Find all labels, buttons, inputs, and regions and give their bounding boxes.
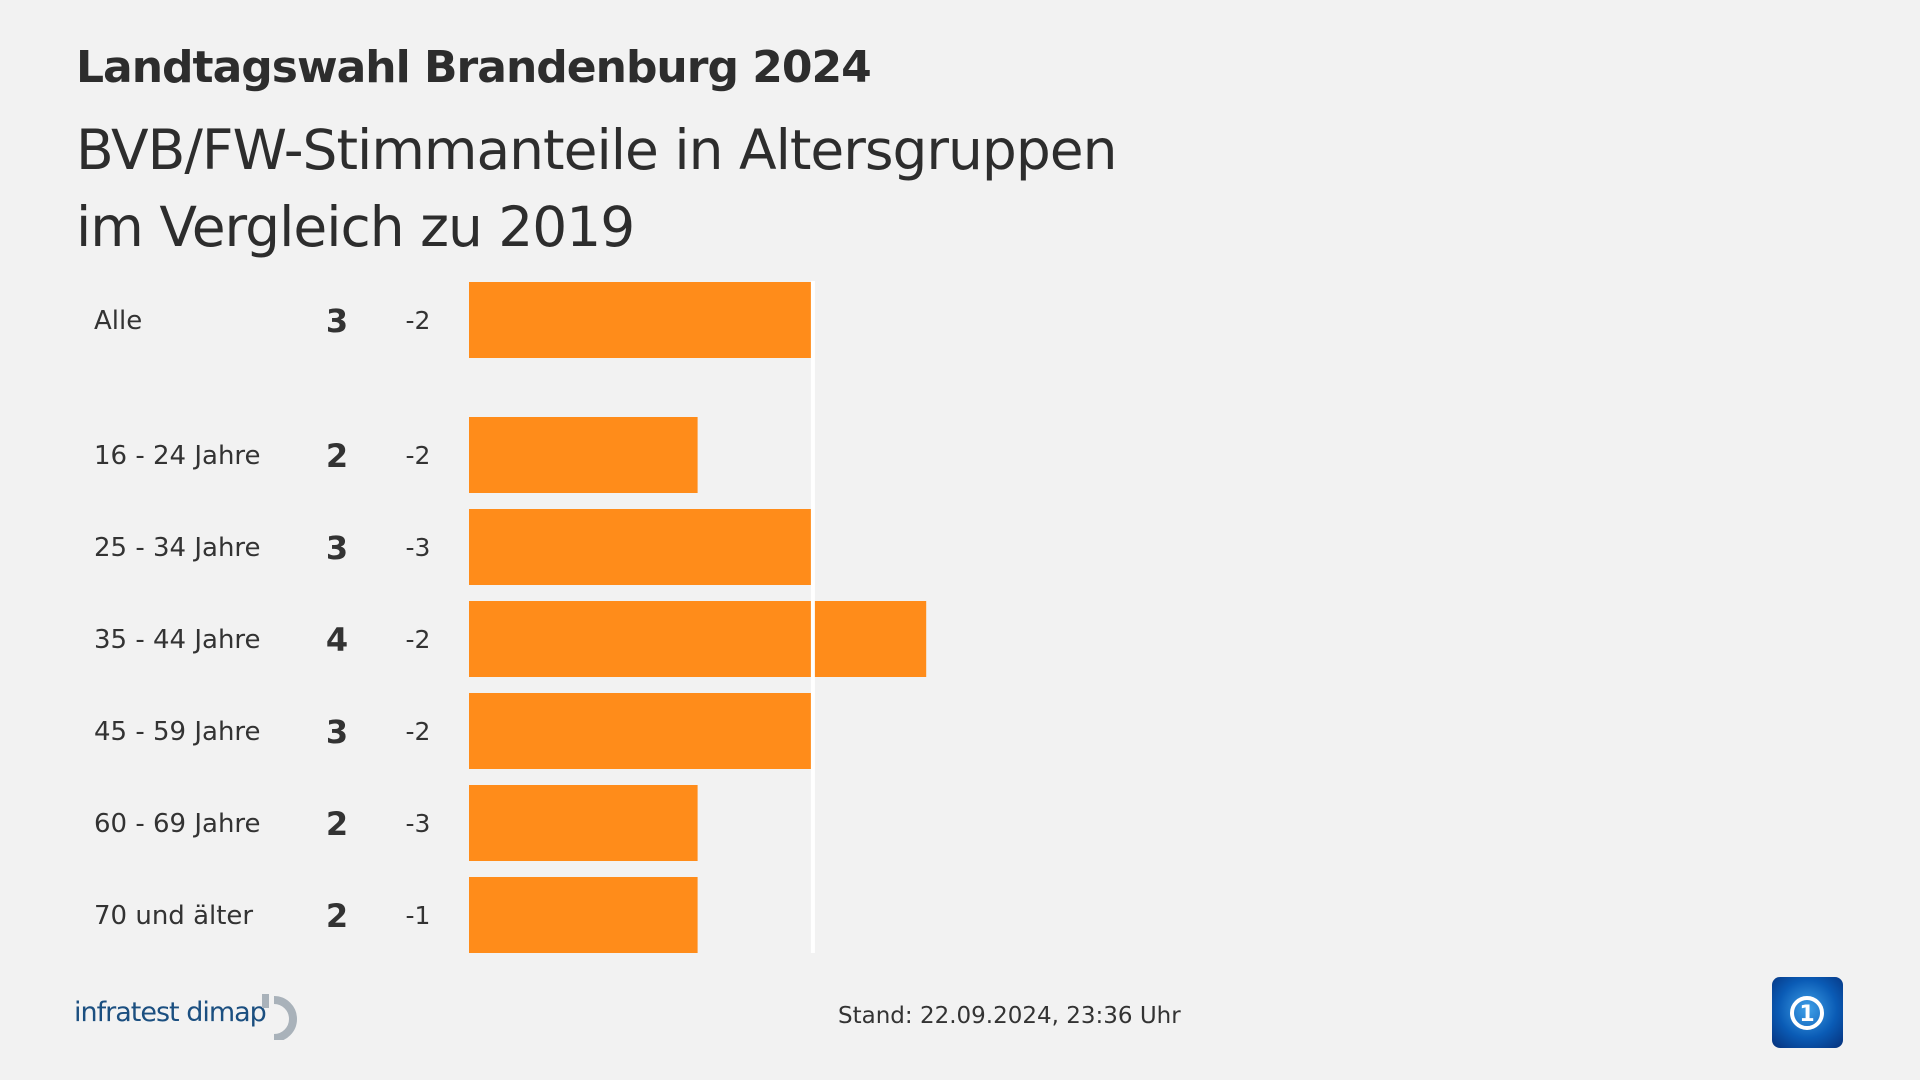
diff-label: -1 bbox=[406, 901, 431, 930]
category-label: 60 - 69 Jahre bbox=[94, 809, 261, 839]
subtitle-line-2: im Vergleich zu 2019 bbox=[76, 195, 635, 259]
bar bbox=[469, 417, 698, 493]
bar bbox=[469, 282, 812, 358]
category-label: 35 - 44 Jahre bbox=[94, 625, 261, 655]
value-label: 2 bbox=[326, 897, 348, 935]
category-label: Alle bbox=[94, 306, 142, 336]
diff-label: -2 bbox=[406, 441, 431, 470]
diff-label: -3 bbox=[406, 533, 431, 562]
value-label: 2 bbox=[326, 437, 348, 475]
category-label: 70 und älter bbox=[94, 901, 253, 931]
chart-title: Landtagswahl Brandenburg 2024 bbox=[76, 42, 872, 93]
value-label: 3 bbox=[326, 529, 348, 567]
diff-label: -3 bbox=[406, 809, 431, 838]
category-label: 16 - 24 Jahre bbox=[94, 441, 261, 471]
subtitle-line-1: BVB/FW-Stimmanteile in Altersgruppen bbox=[76, 118, 1117, 182]
diff-label: -2 bbox=[406, 625, 431, 654]
value-label: 4 bbox=[326, 621, 348, 659]
bar bbox=[469, 693, 812, 769]
bar bbox=[469, 877, 698, 953]
chart-subtitle: BVB/FW-Stimmanteile in Altersgruppen im … bbox=[76, 112, 1276, 266]
category-label: 25 - 34 Jahre bbox=[94, 533, 261, 563]
bar bbox=[469, 785, 698, 861]
diff-label: -2 bbox=[406, 717, 431, 746]
infratest-dimap-mark-icon bbox=[262, 994, 297, 1040]
category-label: 45 - 59 Jahre bbox=[94, 717, 261, 747]
infratest-dimap-logo: infratest dimap bbox=[74, 997, 267, 1028]
value-label: 2 bbox=[326, 805, 348, 843]
bar bbox=[469, 509, 812, 585]
value-label: 3 bbox=[326, 713, 348, 751]
timestamp: Stand: 22.09.2024, 23:36 Uhr bbox=[838, 1003, 1181, 1029]
diff-label: -2 bbox=[406, 306, 431, 335]
ard-logo-icon: 1 bbox=[1772, 977, 1843, 1048]
value-label: 3 bbox=[326, 302, 348, 340]
bar bbox=[469, 601, 927, 677]
svg-text:1: 1 bbox=[1799, 1002, 1814, 1027]
